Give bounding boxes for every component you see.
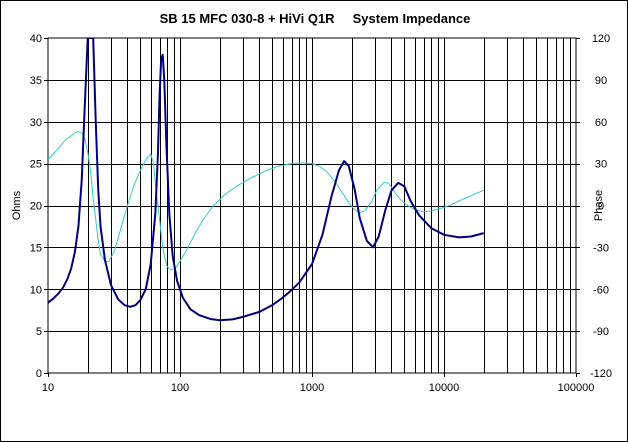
- y2-tick-label: 0: [598, 201, 604, 213]
- impedance-series-line: [48, 38, 484, 322]
- x-tick-label: 100000: [558, 382, 595, 394]
- x-tick-label: 100: [171, 382, 189, 394]
- y-axis-left-ticks: 0 5 10 15 20 25 30 35 40: [30, 33, 48, 380]
- y2-tick-label: -30: [593, 242, 609, 254]
- y-tick-label: 20: [30, 201, 42, 213]
- y2-tick-label: -120: [590, 368, 612, 380]
- y-tick-label: 35: [30, 75, 42, 87]
- y-axis-left-label: Ohms: [11, 190, 23, 220]
- y-tick-label: 0: [36, 368, 42, 380]
- chart-title: SB 15 MFC 030-8 + HiVi Q1R System Impeda…: [160, 11, 471, 26]
- y-tick-label: 15: [30, 242, 42, 254]
- x-axis-ticks: 10 100 1000 10000 100000: [42, 373, 594, 394]
- y-axis-right-label: Phase: [593, 190, 605, 221]
- x-tick-label: 1000: [300, 382, 324, 394]
- series-layer: [48, 38, 484, 322]
- y-tick-label: 25: [30, 159, 42, 171]
- grid: [48, 38, 576, 373]
- y-tick-label: 10: [30, 284, 42, 296]
- y2-tick-label: 30: [595, 159, 607, 171]
- y2-tick-label: 120: [592, 33, 610, 45]
- x-tick-label: 10: [42, 382, 54, 394]
- y-axis-right-ticks: -120 -90 -60 -30 0 30 60 90 120: [576, 33, 612, 380]
- y-tick-label: 40: [30, 33, 42, 45]
- y2-tick-label: 60: [595, 117, 607, 129]
- y2-tick-label: 90: [595, 75, 607, 87]
- phase-series-line: [48, 131, 484, 271]
- x-tick-label: 10000: [429, 382, 460, 394]
- y-tick-label: 30: [30, 117, 42, 129]
- y2-tick-label: -90: [593, 326, 609, 338]
- y-tick-label: 5: [36, 326, 42, 338]
- y2-tick-label: -60: [593, 284, 609, 296]
